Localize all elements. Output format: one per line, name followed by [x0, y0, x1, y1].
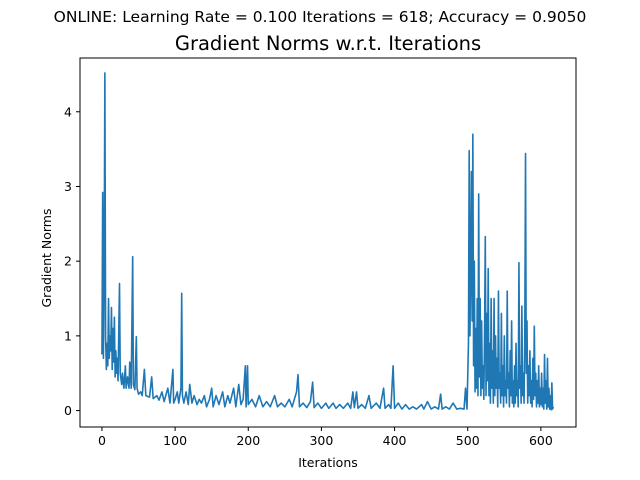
y-tick-label: 1 [64, 328, 72, 343]
x-tick-label: 0 [98, 433, 106, 448]
x-tick-label: 200 [236, 433, 260, 448]
x-axis-label: Iterations [298, 455, 358, 470]
x-axis-ticks: 0 100 200 300 400 500 600 [98, 427, 553, 448]
y-axis-label: Gradient Norms [39, 209, 54, 308]
y-tick-label: 4 [64, 104, 72, 119]
x-tick-label: 400 [383, 433, 407, 448]
plot-frame [79, 57, 577, 428]
y-tick-label: 2 [64, 254, 72, 269]
chart-suptitle: ONLINE: Learning Rate = 0.100 Iterations… [54, 8, 587, 26]
x-tick-label: 500 [456, 433, 480, 448]
plot-area [79, 57, 577, 428]
x-tick-label: 100 [163, 433, 187, 448]
series-line-0 [101, 72, 555, 411]
x-tick-label: 600 [529, 433, 553, 448]
y-tick-label: 3 [64, 179, 72, 194]
y-axis-ticks: 0 1 2 3 4 [64, 104, 80, 418]
x-tick-label: 300 [309, 433, 333, 448]
chart-title: Gradient Norms w.r.t. Iterations [175, 32, 481, 55]
y-tick-label: 0 [64, 403, 72, 418]
